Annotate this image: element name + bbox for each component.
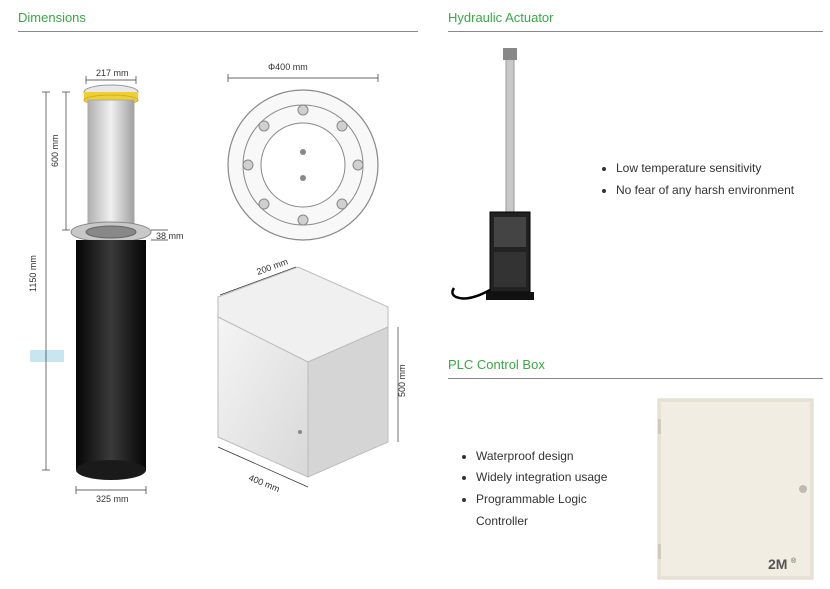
plc-bullet-2: Widely integration usage	[476, 467, 638, 489]
plc-logo: 2M	[768, 556, 787, 572]
plc-section: PLC Control Box Waterproof design Widely…	[448, 357, 823, 589]
svg-text:®: ®	[791, 557, 797, 565]
actuator-underline	[448, 31, 823, 32]
plc-title: PLC Control Box	[448, 357, 823, 372]
dim-width-base: 325 mm	[96, 494, 129, 504]
plc-box-image: 2M ®	[648, 389, 823, 589]
dimensions-title: Dimensions	[18, 10, 418, 25]
dim-enclosure-bottom: 400 mm	[247, 473, 281, 494]
actuator-title: Hydraulic Actuator	[448, 10, 823, 25]
dim-flange: 38 mm	[156, 231, 184, 241]
dimensions-section: Dimensions 217 mm	[18, 10, 418, 589]
plc-bullet-3: Programmable Logic Controller	[476, 489, 638, 532]
dim-height-above: 600 mm	[50, 134, 60, 167]
dim-diameter: Φ400 mm	[268, 62, 308, 72]
actuator-bullet-2: No fear of any harsh environment	[616, 180, 794, 202]
dimensions-diagram: 217 mm	[18, 42, 418, 542]
plc-bullet-1: Waterproof design	[476, 446, 638, 468]
dim-total-height: 1150 mm	[28, 255, 38, 292]
dim-width-top: 217 mm	[96, 68, 129, 78]
actuator-section: Hydraulic Actuator Low tem	[448, 10, 823, 317]
actuator-bullet-1: Low temperature sensitivity	[616, 158, 794, 180]
dimensions-underline	[18, 31, 418, 32]
actuator-image	[448, 42, 568, 317]
plc-underline	[448, 378, 823, 379]
dim-enclosure-side: 500 mm	[397, 364, 407, 397]
actuator-bullets: Low temperature sensitivity No fear of a…	[588, 158, 794, 201]
plc-bullets: Waterproof design Widely integration usa…	[448, 446, 638, 532]
